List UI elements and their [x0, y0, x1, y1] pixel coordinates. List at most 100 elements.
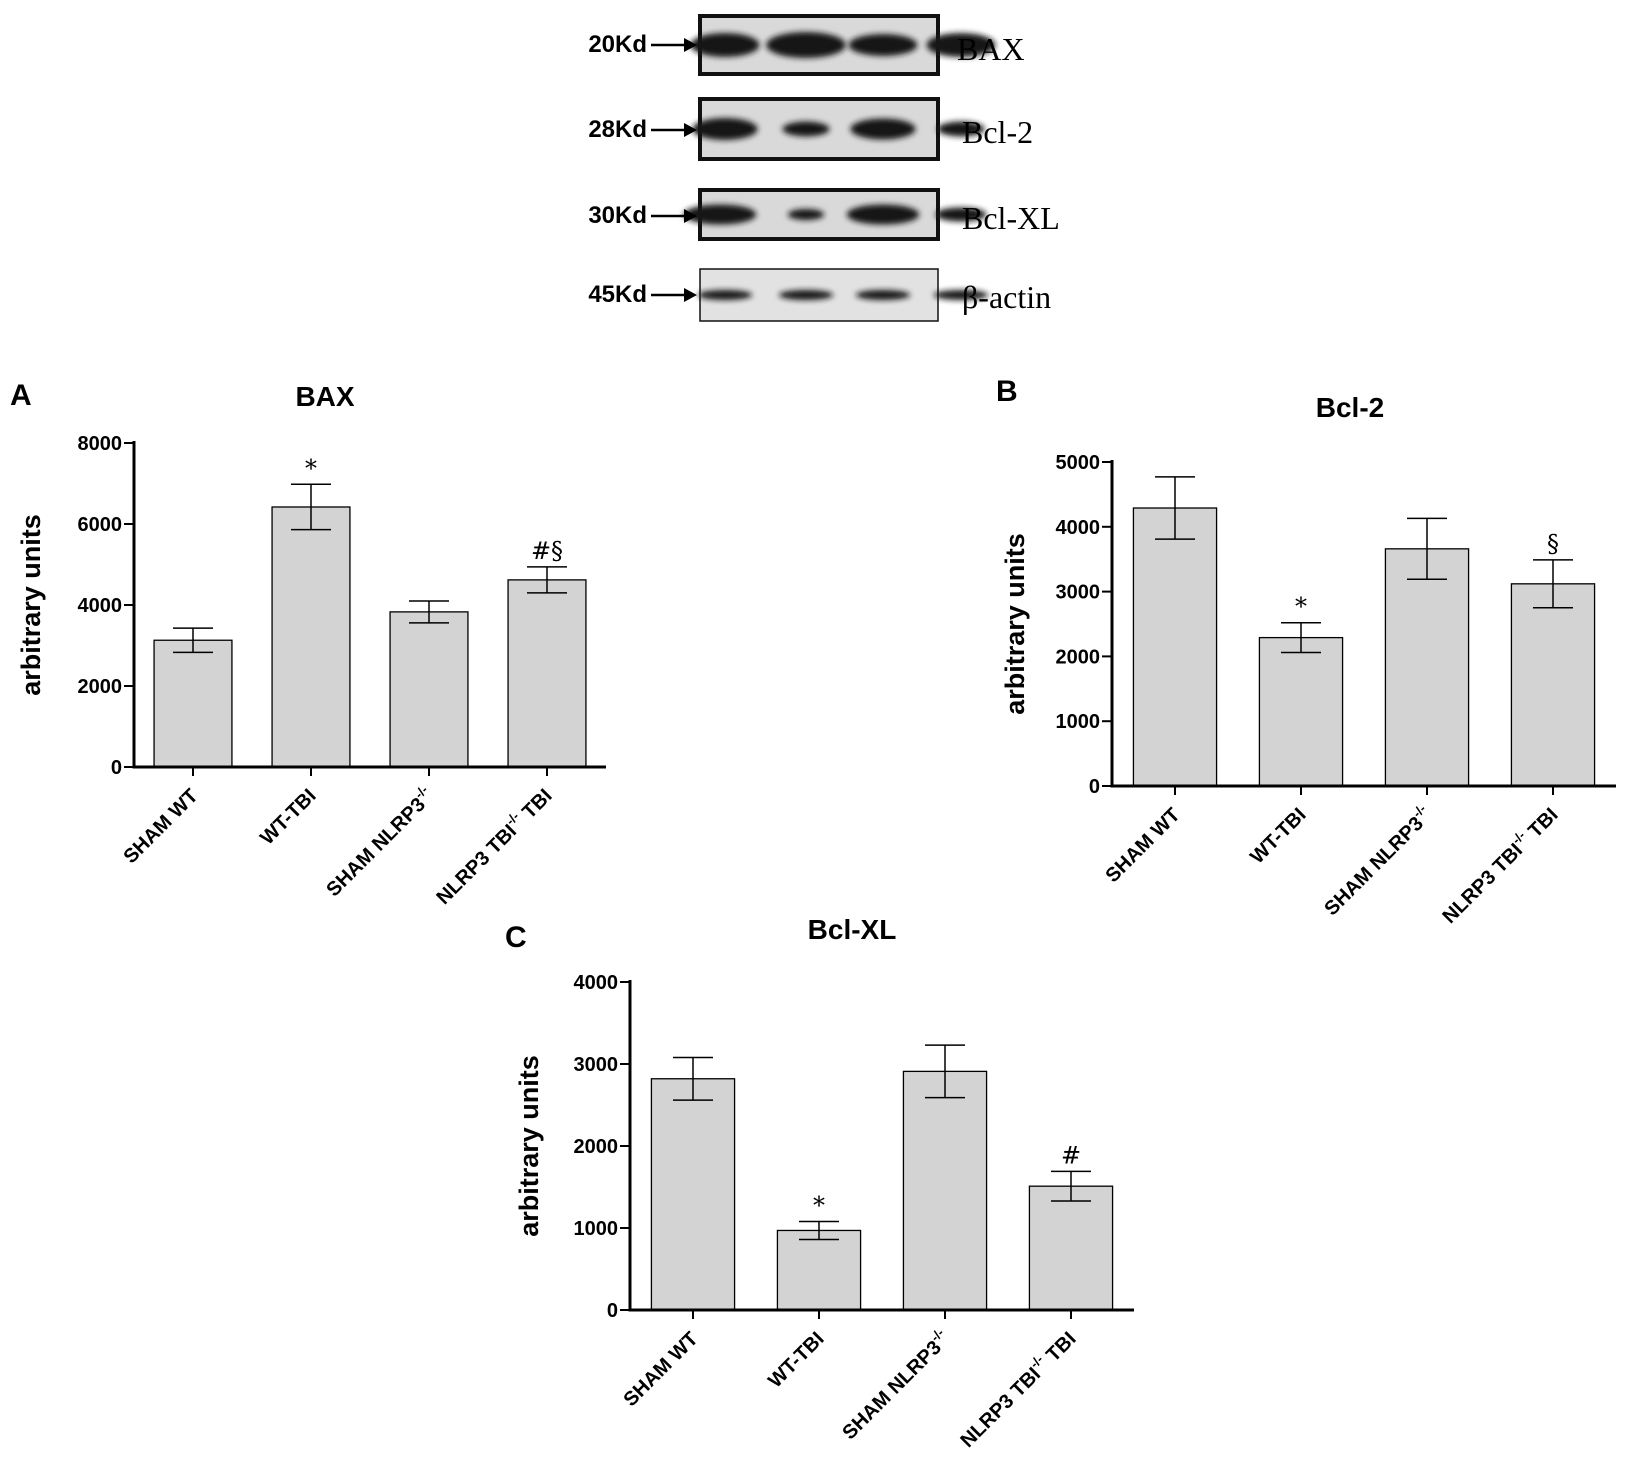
y-axis-label: arbitrary units [514, 1055, 544, 1237]
kd-label: 28Kd [588, 116, 647, 143]
protein-label: β-actin [962, 279, 1051, 315]
blot-band [690, 33, 760, 57]
blot-band [697, 290, 753, 300]
error-bar-1 [1155, 476, 1195, 540]
error-bar-2 [1281, 621, 1321, 654]
category-name: WT-TBI [1246, 804, 1310, 868]
x-tick-label: NLRP3 TBI-/- TBI [954, 1325, 1081, 1452]
error-bar-1 [673, 1056, 713, 1101]
significance-marker: § [1547, 530, 1559, 558]
category-name: NLRP3 TBI [957, 1363, 1046, 1452]
y-tick-label: 0 [111, 757, 122, 779]
y-tick-label: 2000 [78, 676, 123, 698]
blot-band [933, 290, 989, 300]
western-blot-panel: 20Kd BAX 28Kd Bcl-2 30Kd Bcl-XL 45Kd β-actin [588, 14, 1060, 322]
category-name: SHAM WT [619, 1328, 702, 1411]
bar-1 [1132, 507, 1218, 787]
blot-row-4: 45Kd β-actin [588, 268, 1051, 322]
y-tick-label: 4000 [574, 972, 619, 994]
bar-2 [271, 506, 351, 768]
y-tick-label: 2000 [574, 1136, 619, 1158]
x-tick-label: SHAM NLRP3-/-​ [1318, 801, 1437, 920]
x-tick-label: NLRP3 TBI-/- TBI [430, 782, 557, 909]
kd-label: 30Kd [588, 202, 647, 229]
chart-title: BAX [295, 381, 354, 412]
bar-1 [153, 639, 233, 768]
y-axis-label: arbitrary units [16, 514, 46, 696]
category-name: NLRP3 TBI [1439, 839, 1528, 928]
x-tick-label: SHAM WT [119, 785, 202, 868]
blot-band [855, 290, 911, 300]
bar-3 [1384, 548, 1470, 787]
blot-row-2: 28Kd Bcl-2 [588, 97, 1033, 161]
x-tick-label: WT-TBI [1246, 804, 1310, 868]
error-bar-2 [799, 1220, 839, 1241]
category-name: SHAM WT [119, 785, 202, 868]
bar-2 [776, 1229, 862, 1311]
y-tick-label: 8000 [78, 433, 123, 455]
arrow-head-icon [684, 123, 697, 137]
y-tick-label: 1000 [574, 1218, 619, 1240]
x-tick-label: WT-TBI [764, 1328, 828, 1392]
y-tick-label: 4000 [78, 595, 123, 617]
bar-4 [1028, 1185, 1114, 1311]
y-tick-label: 1000 [1056, 711, 1101, 733]
blot-band [787, 209, 825, 220]
panel-letter: C [505, 921, 527, 954]
arrow-head-icon [684, 209, 697, 223]
x-tick-label: SHAM NLRP3-/-​ [320, 782, 439, 901]
bar-4 [1510, 583, 1596, 787]
category-suffix: TBI [514, 785, 556, 827]
error-bar-3 [1407, 517, 1447, 581]
blot-row-1: 20Kd BAX [588, 14, 1025, 76]
bcl2-bar-chart: B Bcl-2 arbitrary units SHAM WT * WT-TBI SHAM … [996, 375, 1616, 928]
chart-title: Bcl-2 [1316, 392, 1384, 423]
blot-band [848, 34, 918, 56]
x-tick-label: WT-TBI [256, 785, 320, 849]
significance-marker: # [1061, 1141, 1081, 1169]
bar-4 [507, 579, 587, 768]
error-bar-2 [291, 483, 331, 531]
y-tick-label: 2000 [1056, 646, 1101, 668]
arrow-head-icon [684, 38, 697, 52]
blot-band [935, 207, 987, 222]
protein-label: Bcl-XL [962, 200, 1060, 236]
blot-band [850, 118, 916, 140]
y-tick-label: 5000 [1056, 452, 1101, 474]
bar-3 [389, 611, 469, 768]
blot-band [692, 118, 758, 140]
category-name: SHAM NLRP3 [838, 1337, 945, 1444]
blot-band [782, 121, 830, 137]
error-bar-3 [925, 1044, 965, 1099]
panel-letter: A [10, 379, 32, 412]
error-bar-4 [1533, 559, 1573, 609]
blot-row-3: 30Kd Bcl-XL [588, 188, 1060, 241]
kd-label: 20Kd [588, 31, 647, 58]
significance-marker: * [1295, 593, 1307, 621]
category-name: SHAM WT [1101, 804, 1184, 887]
y-tick-label: 3000 [1056, 582, 1101, 604]
bar-3 [902, 1070, 988, 1311]
blot-band [766, 32, 846, 58]
x-tick-label: SHAM NLRP3-/-​ [836, 1325, 955, 1444]
error-bar-3 [409, 600, 449, 624]
x-tick-label: SHAM WT [1101, 804, 1184, 887]
error-bar-4 [1051, 1170, 1091, 1202]
category-name: SHAM NLRP3 [1320, 813, 1427, 920]
y-tick-label: 4000 [1056, 517, 1101, 539]
category-name: WT-TBI [256, 785, 320, 849]
chart-title: Bcl-XL [808, 914, 897, 945]
blot-band [778, 290, 834, 300]
blot-band [846, 204, 920, 225]
y-axis-label: arbitrary units [1000, 533, 1030, 715]
kd-label: 45Kd [588, 281, 647, 308]
category-name: WT-TBI [764, 1328, 828, 1392]
bax-bar-chart: A BAX arbitrary units SHAM WT * WT-TBI SHAM NL… [10, 379, 606, 909]
error-bar-4 [527, 566, 567, 594]
arrow-head-icon [684, 288, 697, 302]
category-name: SHAM NLRP3 [322, 794, 429, 901]
bar-2 [1258, 636, 1344, 787]
error-bar-1 [173, 627, 213, 654]
y-tick-label: 0 [607, 1300, 618, 1322]
protein-label: BAX [957, 31, 1025, 67]
